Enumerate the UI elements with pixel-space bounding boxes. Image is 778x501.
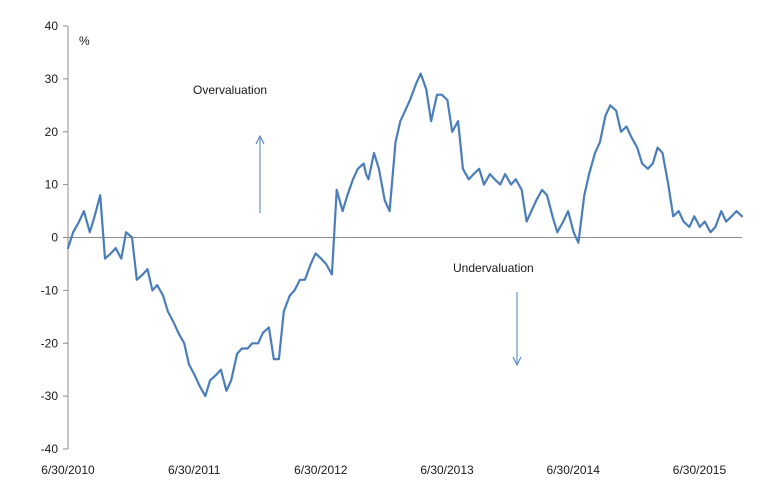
y-tick-group: -40 -30 -20 -10 0 10 20 30 40 [41, 19, 68, 456]
y-tick-label: -40 [41, 442, 59, 456]
overvaluation-label: Overvaluation [193, 83, 267, 97]
overvaluation-arrowhead [255, 134, 265, 145]
x-tick-label: 6/30/2013 [420, 463, 474, 477]
y-tick-label: 40 [45, 19, 59, 33]
x-tick-label: 6/30/2015 [673, 463, 727, 477]
series-group [66, 72, 744, 398]
y-tick-label: 0 [51, 231, 58, 245]
y-tick-label: 20 [45, 125, 59, 139]
x-tick-label: 6/30/2011 [168, 463, 221, 477]
y-tick-label: 10 [45, 178, 59, 192]
series-line [66, 72, 744, 398]
y-tick-label: -30 [41, 389, 59, 403]
undervaluation-label: Undervaluation [453, 261, 534, 275]
y-tick-label: -10 [41, 283, 59, 297]
y-tick-label: 30 [45, 72, 59, 86]
x-tick-group: 6/30/2010 6/30/2011 6/30/2012 6/30/2013 6/30… [41, 463, 726, 477]
undervaluation-arrowhead [512, 356, 522, 367]
x-tick-label: 6/30/2010 [41, 463, 95, 477]
y-axis-unit-label: % [79, 34, 90, 48]
x-tick-label: 6/30/2012 [294, 463, 348, 477]
x-tick-label: 6/30/2014 [547, 463, 601, 477]
y-tick-label: -20 [41, 336, 59, 350]
